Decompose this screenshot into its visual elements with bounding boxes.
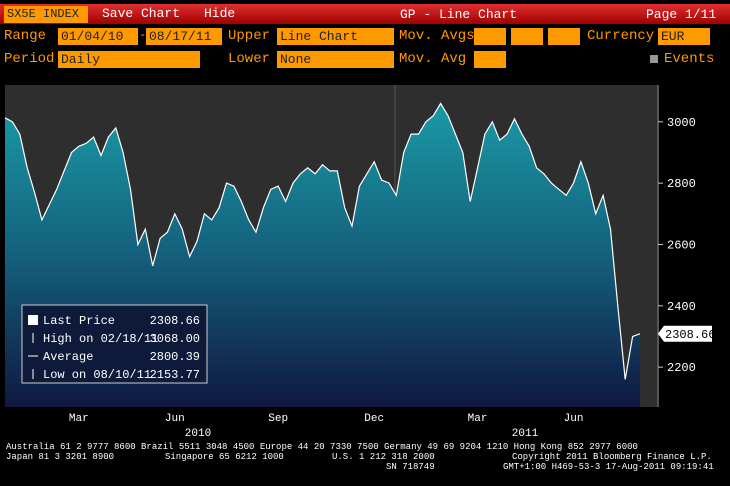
x-year-label: 2011: [512, 428, 539, 440]
last-price-tag: [658, 325, 712, 342]
x-tick-label: Jun: [165, 413, 185, 425]
y-tick-label: 2800: [667, 177, 696, 191]
legend-box: [21, 304, 208, 384]
legend-label: Last Price: [43, 314, 115, 328]
label: Mov. Avg: [399, 51, 467, 67]
footer-text: GMT+1:00 H469-53-3 17-Aug-2011 09:19:41: [503, 462, 714, 472]
label: Lower: [228, 51, 271, 67]
legend-label: High on 02/18/11: [43, 332, 158, 346]
legend-label: Average: [43, 350, 93, 364]
y-tick-label: 2200: [667, 361, 696, 375]
hide-button[interactable]: Hide: [204, 6, 236, 21]
x-year-label: 2010: [185, 428, 211, 440]
screen-title: GP - Line Chart: [400, 7, 518, 22]
y-tick-label: 2400: [667, 300, 696, 314]
legend-value: 2800.39: [150, 350, 200, 364]
x-tick-label: Jun: [564, 413, 584, 425]
footer-text: Singapore 65 6212 1000: [165, 452, 284, 462]
range-to[interactable]: 08/17/11: [146, 28, 222, 45]
lower-select[interactable]: None: [277, 51, 394, 68]
footer-text: Australia 61 2 9777 8600 Brazil 5511 304…: [6, 442, 638, 452]
page-indicator: Page 1/11: [646, 7, 717, 22]
mov-avg-input[interactable]: [474, 51, 506, 68]
last-price-label: 2308.66: [665, 328, 715, 342]
events-label[interactable]: Events: [664, 51, 715, 67]
currency-select[interactable]: EUR: [658, 28, 710, 45]
footer-text: U.S. 1 212 318 2000: [332, 452, 435, 462]
legend-value: 2153.77: [150, 368, 200, 382]
range-from[interactable]: 01/04/10: [58, 28, 138, 45]
label: Upper: [228, 28, 271, 44]
x-tick-label: Sep: [268, 413, 288, 425]
mov-avg-input[interactable]: [511, 28, 543, 45]
period-select[interactable]: Daily: [58, 51, 200, 68]
label: Period: [4, 51, 55, 67]
y-tick-label: 3000: [667, 116, 696, 130]
mov-avg-input[interactable]: [548, 28, 580, 45]
label: Currency: [587, 28, 655, 44]
line: [4, 102, 641, 380]
dash: -: [139, 28, 147, 42]
x-tick-label: Mar: [69, 413, 89, 425]
footer-text: Japan 81 3 3201 8900: [6, 452, 115, 462]
legend-value: 3068.00: [150, 332, 200, 346]
checkbox[interactable]: [650, 55, 658, 63]
upper-select[interactable]: Line Chart: [277, 28, 394, 45]
legend-label: Low on 08/10/11: [43, 368, 151, 382]
label: Range: [4, 28, 47, 44]
label: Mov. Avgs: [399, 28, 475, 44]
ticker[interactable]: SX5E INDEX: [4, 6, 88, 23]
x-tick-label: Mar: [468, 413, 488, 425]
y-tick-label: 2600: [667, 238, 696, 252]
legend-value: 2308.66: [150, 314, 200, 328]
x-tick-label: Dec: [364, 413, 384, 425]
mov-avg-input[interactable]: [474, 28, 506, 45]
footer-text: SN 718749: [386, 462, 435, 472]
save-button[interactable]: Save Chart: [102, 6, 181, 21]
legend-icon: [28, 315, 38, 325]
toolbar: [0, 4, 730, 24]
footer-text: Copyright 2011 Bloomberg Finance L.P.: [512, 452, 712, 462]
legend: Last Price 2308.66 High on 02/18/113068.00…: [21, 304, 208, 384]
